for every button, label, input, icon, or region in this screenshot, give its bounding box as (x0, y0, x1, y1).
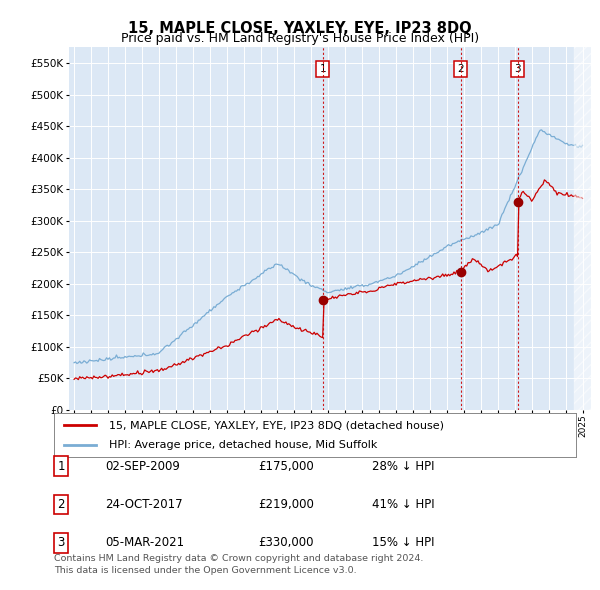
Text: Contains HM Land Registry data © Crown copyright and database right 2024.
This d: Contains HM Land Registry data © Crown c… (54, 555, 424, 575)
Text: 3: 3 (58, 536, 65, 549)
Text: 2: 2 (457, 64, 464, 74)
Text: 3: 3 (514, 64, 521, 74)
Text: 02-SEP-2009: 02-SEP-2009 (105, 460, 180, 473)
Text: HPI: Average price, detached house, Mid Suffolk: HPI: Average price, detached house, Mid … (109, 440, 377, 450)
Text: 05-MAR-2021: 05-MAR-2021 (105, 536, 184, 549)
Text: 28% ↓ HPI: 28% ↓ HPI (372, 460, 434, 473)
Text: 2: 2 (58, 498, 65, 511)
Text: £219,000: £219,000 (258, 498, 314, 511)
Text: 1: 1 (319, 64, 326, 74)
Text: 1: 1 (58, 460, 65, 473)
Text: 15, MAPLE CLOSE, YAXLEY, EYE, IP23 8DQ (detached house): 15, MAPLE CLOSE, YAXLEY, EYE, IP23 8DQ (… (109, 421, 444, 430)
Text: 41% ↓ HPI: 41% ↓ HPI (372, 498, 434, 511)
Text: 15% ↓ HPI: 15% ↓ HPI (372, 536, 434, 549)
Text: 15, MAPLE CLOSE, YAXLEY, EYE, IP23 8DQ: 15, MAPLE CLOSE, YAXLEY, EYE, IP23 8DQ (128, 21, 472, 35)
Bar (574, 47, 599, 410)
Text: £330,000: £330,000 (258, 536, 314, 549)
Text: 24-OCT-2017: 24-OCT-2017 (105, 498, 182, 511)
Text: Price paid vs. HM Land Registry's House Price Index (HPI): Price paid vs. HM Land Registry's House … (121, 32, 479, 45)
Text: £175,000: £175,000 (258, 460, 314, 473)
